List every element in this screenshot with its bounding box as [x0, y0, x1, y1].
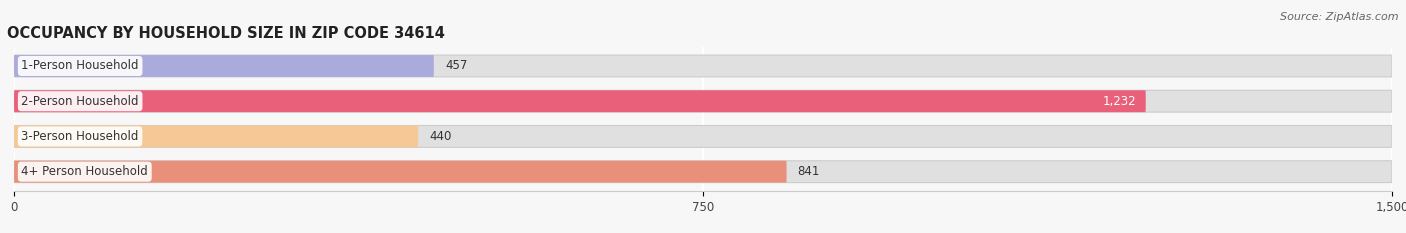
Text: Source: ZipAtlas.com: Source: ZipAtlas.com [1281, 12, 1399, 22]
Text: 4+ Person Household: 4+ Person Household [21, 165, 148, 178]
Text: 1-Person Household: 1-Person Household [21, 59, 139, 72]
FancyBboxPatch shape [14, 55, 434, 77]
Text: OCCUPANCY BY HOUSEHOLD SIZE IN ZIP CODE 34614: OCCUPANCY BY HOUSEHOLD SIZE IN ZIP CODE … [7, 26, 446, 41]
FancyBboxPatch shape [14, 126, 418, 147]
FancyBboxPatch shape [14, 55, 1392, 77]
FancyBboxPatch shape [14, 161, 786, 183]
Text: 457: 457 [444, 59, 467, 72]
Text: 1,232: 1,232 [1102, 95, 1136, 108]
Text: 440: 440 [429, 130, 451, 143]
FancyBboxPatch shape [14, 90, 1146, 112]
FancyBboxPatch shape [14, 161, 1392, 183]
Text: 841: 841 [797, 165, 820, 178]
Text: 3-Person Household: 3-Person Household [21, 130, 139, 143]
FancyBboxPatch shape [14, 90, 1392, 112]
Text: 2-Person Household: 2-Person Household [21, 95, 139, 108]
FancyBboxPatch shape [14, 126, 1392, 147]
